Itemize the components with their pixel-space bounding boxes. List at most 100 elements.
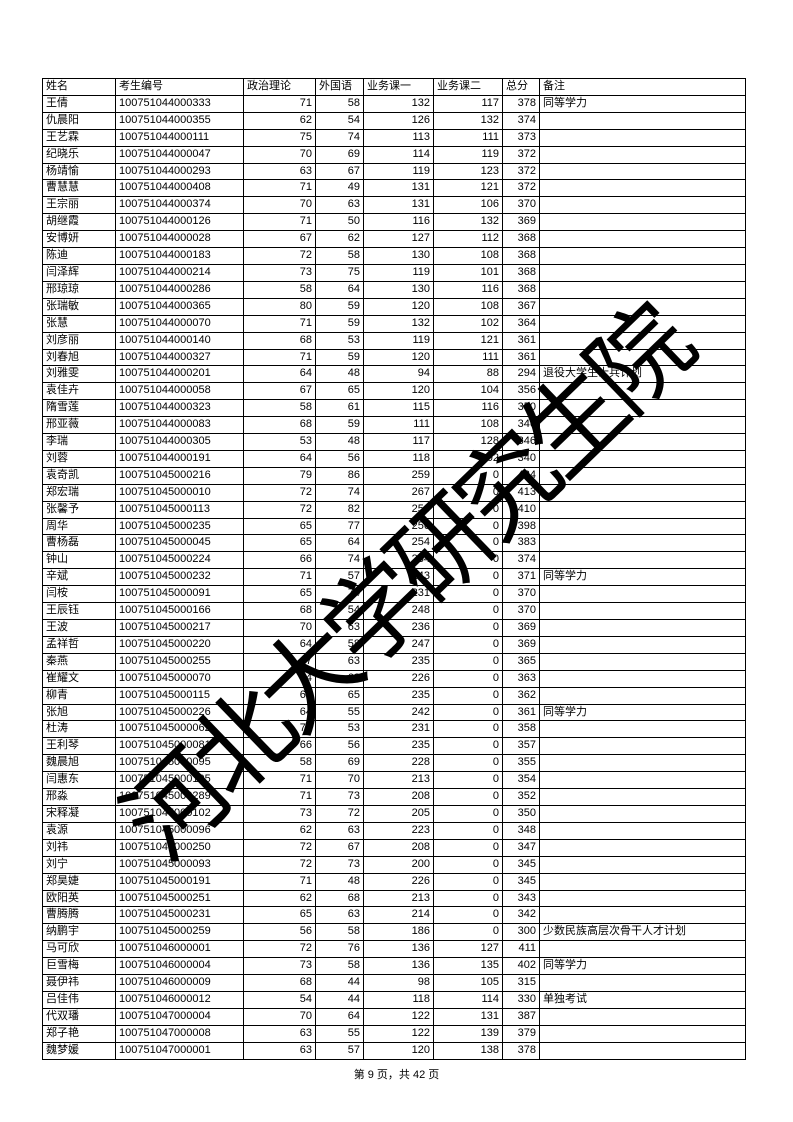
table-row: 郑子艳 100751047000008 63 55 122 139 379 <box>42 1024 746 1043</box>
column-header-name: 姓名 <box>42 78 116 96</box>
table-row: 郑宏瑞 100751045000010 72 74 267 0 413 <box>42 483 746 502</box>
cell-total: 374 <box>502 551 540 570</box>
cell-foreign: 48 <box>315 365 364 384</box>
cell-politics: 65 <box>243 585 316 604</box>
cell-foreign: 65 <box>315 382 364 401</box>
cell-course1: 127 <box>363 230 434 249</box>
cell-politics: 58 <box>243 399 316 418</box>
cell-name: 巨雪梅 <box>42 957 116 976</box>
cell-foreign: 58 <box>315 247 364 265</box>
cell-course2: 139 <box>433 1024 503 1043</box>
cell-course1: 118 <box>363 449 434 468</box>
cell-course1: 113 <box>363 128 434 147</box>
cell-course2: 117 <box>433 94 503 113</box>
cell-total: 361 <box>502 703 540 722</box>
cell-total: 350 <box>502 399 540 418</box>
cell-foreign: 65 <box>315 686 364 705</box>
cell-remark <box>539 162 746 181</box>
cell-course1: 120 <box>363 382 434 401</box>
cell-course1: 226 <box>363 872 434 891</box>
cell-name: 代双璠 <box>42 1007 116 1026</box>
cell-remark <box>539 686 746 705</box>
cell-id: 100751045000289 <box>115 788 244 806</box>
cell-remark: 同等学力 <box>539 94 746 113</box>
cell-foreign: 59 <box>315 348 364 367</box>
cell-remark <box>539 534 746 553</box>
cell-course2: 114 <box>433 990 503 1009</box>
cell-remark <box>539 754 746 773</box>
cell-name: 魏晨旭 <box>42 754 116 773</box>
cell-name: 袁源 <box>42 821 116 840</box>
cell-name: 刘雅雯 <box>42 365 116 384</box>
table-row: 刘蓉 100751044000191 64 56 118 102 340 <box>42 449 746 468</box>
cell-course2: 121 <box>433 331 503 350</box>
cell-remark <box>539 399 746 418</box>
cell-politics: 72 <box>243 940 316 959</box>
cell-politics: 67 <box>243 652 316 671</box>
cell-remark <box>539 652 746 671</box>
cell-foreign: 67 <box>315 162 364 181</box>
cell-total: 367 <box>502 297 540 316</box>
cell-course1: 120 <box>363 1041 434 1060</box>
cell-politics: 72 <box>243 247 316 265</box>
cell-politics: 70 <box>243 145 316 164</box>
column-header-course1: 业务课一 <box>363 78 434 96</box>
cell-foreign: 68 <box>315 889 364 908</box>
cell-total: 330 <box>502 990 540 1009</box>
cell-name: 胡继霞 <box>42 213 116 232</box>
cell-remark <box>539 771 746 790</box>
cell-politics: 62 <box>243 821 316 840</box>
cell-name: 王宗丽 <box>42 196 116 215</box>
cell-remark <box>539 297 746 316</box>
column-header-course2: 业务课二 <box>433 78 503 96</box>
table-row: 安博妍 100751044000028 67 62 127 112 368 <box>42 230 746 249</box>
cell-id: 100751046000012 <box>115 990 244 1009</box>
cell-total: 346 <box>502 433 540 451</box>
cell-foreign: 44 <box>315 974 364 992</box>
cell-name: 曹腾腾 <box>42 906 116 925</box>
score-table-body: 王倩 100751044000333 71 58 132 117 378 同等学力 仇晨阳 100… <box>42 94 746 1060</box>
table-row: 杨靖愉 100751044000293 63 67 119 123 372 <box>42 162 746 181</box>
cell-name: 纳鹏宇 <box>42 923 116 942</box>
cell-id: 100751045000255 <box>115 652 244 671</box>
cell-politics: 62 <box>243 686 316 705</box>
cell-politics: 62 <box>243 889 316 908</box>
table-row: 王辰钰 100751045000166 68 54 248 0 370 <box>42 602 746 620</box>
cell-course2: 106 <box>433 196 503 215</box>
cell-course1: 132 <box>363 314 434 333</box>
cell-politics: 63 <box>243 1024 316 1043</box>
table-row: 王宗丽 100751044000374 70 63 131 106 370 <box>42 196 746 215</box>
cell-course1: 214 <box>363 906 434 925</box>
cell-remark <box>539 111 746 130</box>
cell-id: 100751045000096 <box>115 821 244 840</box>
cell-name: 杨靖愉 <box>42 162 116 181</box>
cell-course2: 104 <box>433 382 503 401</box>
cell-remark <box>539 128 746 147</box>
cell-name: 杜涛 <box>42 720 116 739</box>
cell-remark <box>539 263 746 282</box>
cell-foreign: 75 <box>315 263 364 282</box>
table-row: 张馨予 100751045000113 72 82 256 0 410 <box>42 500 746 519</box>
cell-politics: 64 <box>243 365 316 384</box>
table-row: 王倩 100751044000333 71 58 132 117 378 同等学力 <box>42 94 746 113</box>
cell-name: 马可欣 <box>42 940 116 959</box>
cell-total: 365 <box>502 652 540 671</box>
cell-politics: 71 <box>243 314 316 333</box>
cell-remark <box>539 940 746 959</box>
cell-foreign: 50 <box>315 213 364 232</box>
cell-remark <box>539 196 746 215</box>
cell-foreign: 70 <box>315 771 364 790</box>
cell-id: 100751045000216 <box>115 466 244 485</box>
cell-name: 隋雪莲 <box>42 399 116 418</box>
cell-politics: 71 <box>243 771 316 790</box>
cell-id: 100751044000140 <box>115 331 244 350</box>
cell-remark <box>539 314 746 333</box>
cell-id: 100751044000355 <box>115 111 244 130</box>
cell-foreign: 73 <box>315 788 364 806</box>
cell-total: 410 <box>502 500 540 519</box>
cell-name: 刘蓉 <box>42 449 116 468</box>
cell-course2: 0 <box>433 754 503 773</box>
cell-id: 100751044000183 <box>115 247 244 265</box>
cell-course1: 235 <box>363 652 434 671</box>
cell-remark <box>539 1007 746 1026</box>
